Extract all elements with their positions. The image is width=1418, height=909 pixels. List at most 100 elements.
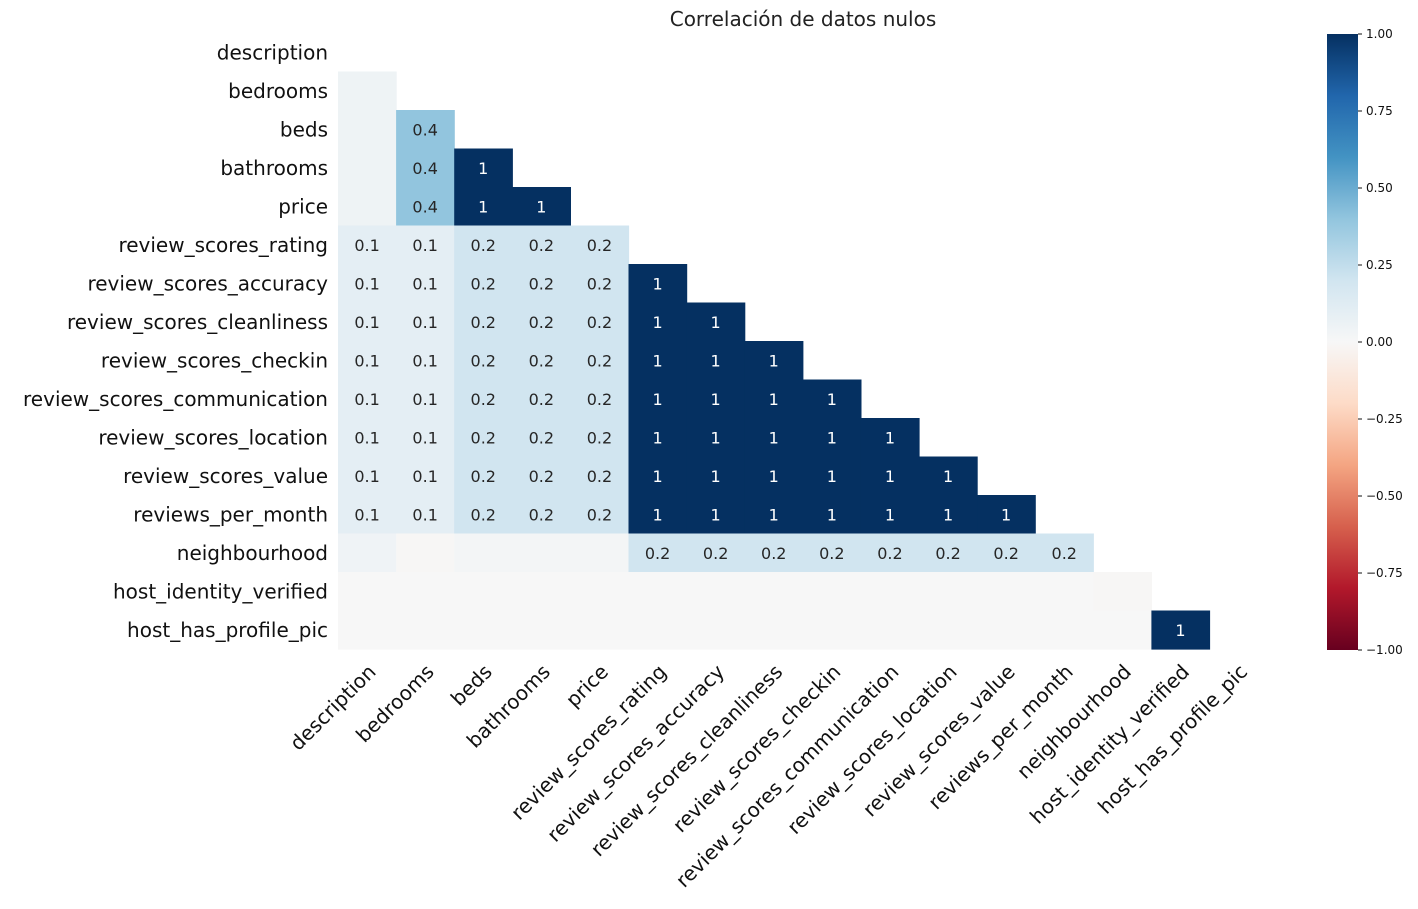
heatmap-cell [454,495,513,535]
heatmap-cell [686,533,746,573]
heatmap-cell [628,572,688,612]
heatmap-cell [570,456,630,496]
heatmap-cell [628,533,688,573]
cell-value-label: 1 [711,467,721,486]
heatmap-cell [686,495,746,535]
cell-value-label: 0.2 [529,467,554,486]
heatmap-cell [686,572,746,612]
heatmap-cell [570,610,630,650]
cell-value-label: 1 [885,467,895,486]
heatmap-cell [512,264,571,304]
heatmap-cell [338,533,397,573]
cell-value-label: 0.1 [412,505,437,524]
cell-value-label: 0.1 [354,505,379,524]
cell-value-label: 1 [769,390,779,409]
colorbar-tick-label: −1.00 [1366,643,1403,657]
row-label: host_identity_verified [113,579,328,603]
cell-value-label: 1 [769,351,779,370]
heatmap-cell [686,379,746,419]
heatmap-cell [338,187,397,227]
heatmap-cell [396,495,455,535]
heatmap-cell [1035,610,1094,650]
heatmap-cell [1151,610,1211,650]
heatmap-cell [860,495,920,535]
heatmap-cell [512,379,571,419]
cell-value-label: 1 [652,505,662,524]
cell-value-label: 1 [478,197,488,216]
heatmap-cell [570,302,630,342]
cell-value-label: 1 [827,390,837,409]
heatmap-cell [1093,610,1152,650]
colorbar-tick-label: 0.50 [1366,181,1393,195]
cell-value-label: 1 [943,505,953,524]
cell-value-label: 0.2 [529,390,554,409]
heatmap-cell [977,572,1036,612]
colorbar-tick-label: −0.25 [1366,412,1403,426]
heatmap-cell [686,341,746,381]
cell-value-label: 0.2 [471,505,496,524]
heatmap-cell [570,341,630,381]
cell-value-label: 1 [652,313,662,332]
heatmap-cell [919,533,978,573]
row-label: review_scores_cleanliness [67,310,328,334]
row-label: description [217,40,328,64]
row-label: review_scores_checkin [101,348,328,372]
colorbar-tick-label: 0.00 [1366,335,1393,349]
cell-value-label: 0.2 [529,351,554,370]
cell-value-label: 1 [769,467,779,486]
column-label: beds [446,660,497,711]
heatmap-cell [512,187,571,227]
heatmap-cell [454,187,513,227]
heatmap-cell [454,456,513,496]
heatmap-cell [919,495,978,535]
heatmap-cell [1093,572,1152,612]
heatmap-cell [802,379,862,419]
cell-value-label: 1 [652,390,662,409]
cell-value-label: 0.1 [354,390,379,409]
cell-value-label: 0.2 [935,544,960,563]
cell-value-label: 1 [885,428,895,447]
heatmap-cell [454,610,513,650]
cell-value-label: 0.2 [587,505,612,524]
heatmap-cell [628,495,688,535]
heatmap-cells [338,71,1211,650]
row-label: reviews_per_month [133,502,328,526]
cell-value-label: 0.2 [529,274,554,293]
heatmap-cell [396,610,455,650]
row-label: neighbourhood [177,541,328,565]
heatmap-cell [686,456,746,496]
cell-value-label: 0.2 [703,544,728,563]
cell-value-label: 1 [827,467,837,486]
cell-value-label: 0.2 [471,351,496,370]
cell-value-label: 0.2 [471,428,496,447]
cell-value-label: 1 [769,505,779,524]
heatmap-cell [860,572,920,612]
colorbar-tick-label: 1.00 [1366,27,1393,41]
heatmap-cell [744,379,804,419]
cell-value-label: 0.2 [587,390,612,409]
heatmap-cell [512,572,571,612]
heatmap-cell [338,418,397,458]
cell-value-label: 0.2 [761,544,786,563]
heatmap-cell [686,302,746,342]
heatmap-cell [454,264,513,304]
colorbar: 1.00 0.75 0.50 0.25 0.00 −0.25 −0.50 −0.75 −1.00 [1327,27,1403,657]
cell-value-label: 1 [652,351,662,370]
heatmap-cell [338,456,397,496]
heatmap-cell [570,225,630,265]
heatmap-cell [744,533,804,573]
cell-value-label: 0.4 [412,197,437,216]
heatmap-cell [338,110,397,150]
heatmap-cell [628,302,688,342]
cell-value-label: 0.2 [587,428,612,447]
row-label: host_has_profile_pic [127,618,328,642]
cell-value-label: 0.2 [471,390,496,409]
heatmap-cell [338,495,397,535]
heatmap-cell [454,379,513,419]
colorbar-tick-label: 0.75 [1366,104,1393,118]
heatmap-cell [744,456,804,496]
cell-value-label: 1 [1175,621,1185,640]
heatmap-cell [512,225,571,265]
heatmap-cell [512,341,571,381]
